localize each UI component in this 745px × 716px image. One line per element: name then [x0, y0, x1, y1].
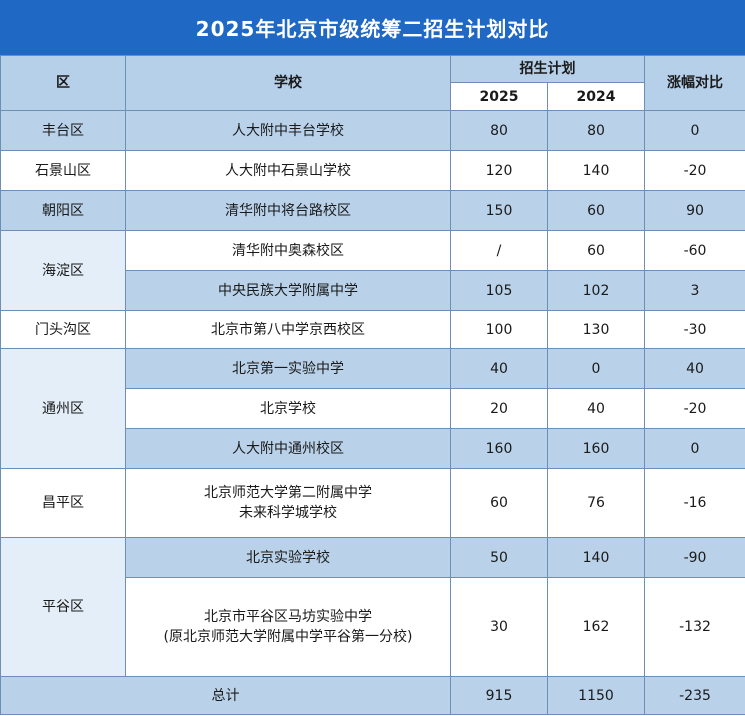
enrollment-table: 区 学校 招生计划 涨幅对比 2025 2024 丰台区 人大附中丰台学校 80…	[0, 55, 745, 715]
value-2025-cell: 40	[450, 348, 548, 389]
table-row: 昌平区 北京师范大学第二附属中学 未来科学城学校 60 76 -16	[0, 468, 745, 538]
value-2025-cell: 105	[450, 270, 548, 311]
table-row: 中央民族大学附属中学 105 102 3	[1, 270, 745, 311]
school-cell: 北京市平谷区马坊实验中学 (原北京师范大学附属中学平谷第一分校)	[125, 577, 451, 677]
value-2025-cell: 20	[450, 388, 548, 429]
school-cell: 北京实验学校	[125, 537, 451, 578]
school-cell: 人大附中通州校区	[125, 428, 451, 469]
value-2024-cell: 40	[547, 388, 645, 429]
value-2024-cell: 76	[547, 468, 645, 538]
table-row: 平谷区 北京实验学校 50 140 -90	[0, 537, 745, 677]
page-title: 2025年北京市级统筹二招生计划对比	[0, 0, 745, 55]
header-district: 区	[0, 55, 126, 111]
value-2024-cell: 0	[547, 348, 645, 389]
school-line: 未来科学城学校	[239, 505, 337, 521]
school-cell: 北京第一实验中学	[125, 348, 451, 389]
header-change: 涨幅对比	[644, 55, 745, 111]
value-2024-cell: 130	[547, 310, 645, 349]
diff-cell: -132	[644, 577, 745, 677]
school-line: (原北京师范大学附属中学平谷第一分校)	[163, 629, 413, 645]
total-label: 总计	[0, 676, 451, 715]
value-2024-cell: 60	[547, 230, 645, 271]
diff-cell: -90	[644, 537, 745, 578]
value-2024-cell: 140	[547, 537, 645, 578]
school-cell: 中央民族大学附属中学	[125, 270, 451, 311]
diff-cell: 0	[644, 428, 745, 469]
value-2025-cell: 50	[450, 537, 548, 578]
value-2025-cell: 160	[450, 428, 548, 469]
diff-cell: -20	[644, 150, 745, 191]
district-cell: 海淀区	[0, 230, 126, 311]
school-cell: 清华附中奥森校区	[125, 230, 451, 271]
value-2024-cell: 102	[547, 270, 645, 311]
school-cell: 人大附中石景山学校	[125, 150, 451, 191]
diff-cell: -60	[644, 230, 745, 271]
diff-cell: -20	[644, 388, 745, 429]
table-row: 北京学校 20 40 -20	[1, 388, 745, 429]
school-cell: 人大附中丰台学校	[125, 110, 451, 151]
district-cell: 丰台区	[0, 110, 126, 151]
total-2024-cell: 1150	[547, 676, 645, 715]
value-2024-cell: 160	[547, 428, 645, 469]
district-cell: 门头沟区	[0, 310, 126, 349]
value-2025-cell: 30	[450, 577, 548, 677]
school-cell: 北京学校	[125, 388, 451, 429]
value-2025-cell: 80	[450, 110, 548, 151]
value-2025-cell: /	[450, 230, 548, 271]
diff-cell: 0	[644, 110, 745, 151]
district-cell: 石景山区	[0, 150, 126, 191]
header-2025: 2025	[450, 82, 548, 111]
school-cell: 北京师范大学第二附属中学 未来科学城学校	[125, 468, 451, 538]
table-row: 丰台区 人大附中丰台学校 80 80 0	[0, 110, 745, 151]
total-row: 总计 915 1150 -235	[0, 676, 745, 715]
total-2025-cell: 915	[450, 676, 548, 715]
table-row: 门头沟区 北京市第八中学京西校区 100 130 -30	[0, 310, 745, 349]
school-cell: 清华附中将台路校区	[125, 190, 451, 231]
school-cell: 北京市第八中学京西校区	[125, 310, 451, 349]
school-line: 北京市平谷区马坊实验中学	[204, 609, 372, 625]
total-diff-cell: -235	[644, 676, 745, 715]
school-line: 北京师范大学第二附属中学	[204, 485, 372, 501]
value-2024-cell: 80	[547, 110, 645, 151]
diff-cell: -30	[644, 310, 745, 349]
diff-cell: 40	[644, 348, 745, 389]
diff-cell: -16	[644, 468, 745, 538]
table-row: 海淀区 清华附中奥森校区 / 60 -60	[0, 230, 745, 311]
value-2024-cell: 140	[547, 150, 645, 191]
district-cell: 通州区	[0, 348, 126, 469]
district-cell: 朝阳区	[0, 190, 126, 231]
diff-cell: 90	[644, 190, 745, 231]
diff-cell: 3	[644, 270, 745, 311]
table-row: 石景山区 人大附中石景山学校 120 140 -20	[0, 150, 745, 191]
header-2024: 2024	[547, 82, 645, 111]
district-cell: 昌平区	[0, 468, 126, 538]
value-2024-cell: 60	[547, 190, 645, 231]
value-2025-cell: 120	[450, 150, 548, 191]
value-2025-cell: 150	[450, 190, 548, 231]
value-2025-cell: 60	[450, 468, 548, 538]
value-2025-cell: 100	[450, 310, 548, 349]
header-school: 学校	[125, 55, 451, 111]
table-row: 朝阳区 清华附中将台路校区 150 60 90	[0, 190, 745, 231]
table-row: 通州区 北京第一实验中学 40 0 40	[0, 348, 745, 469]
district-cell: 平谷区	[0, 537, 126, 677]
header-plan: 招生计划	[450, 55, 645, 83]
value-2024-cell: 162	[547, 577, 645, 677]
